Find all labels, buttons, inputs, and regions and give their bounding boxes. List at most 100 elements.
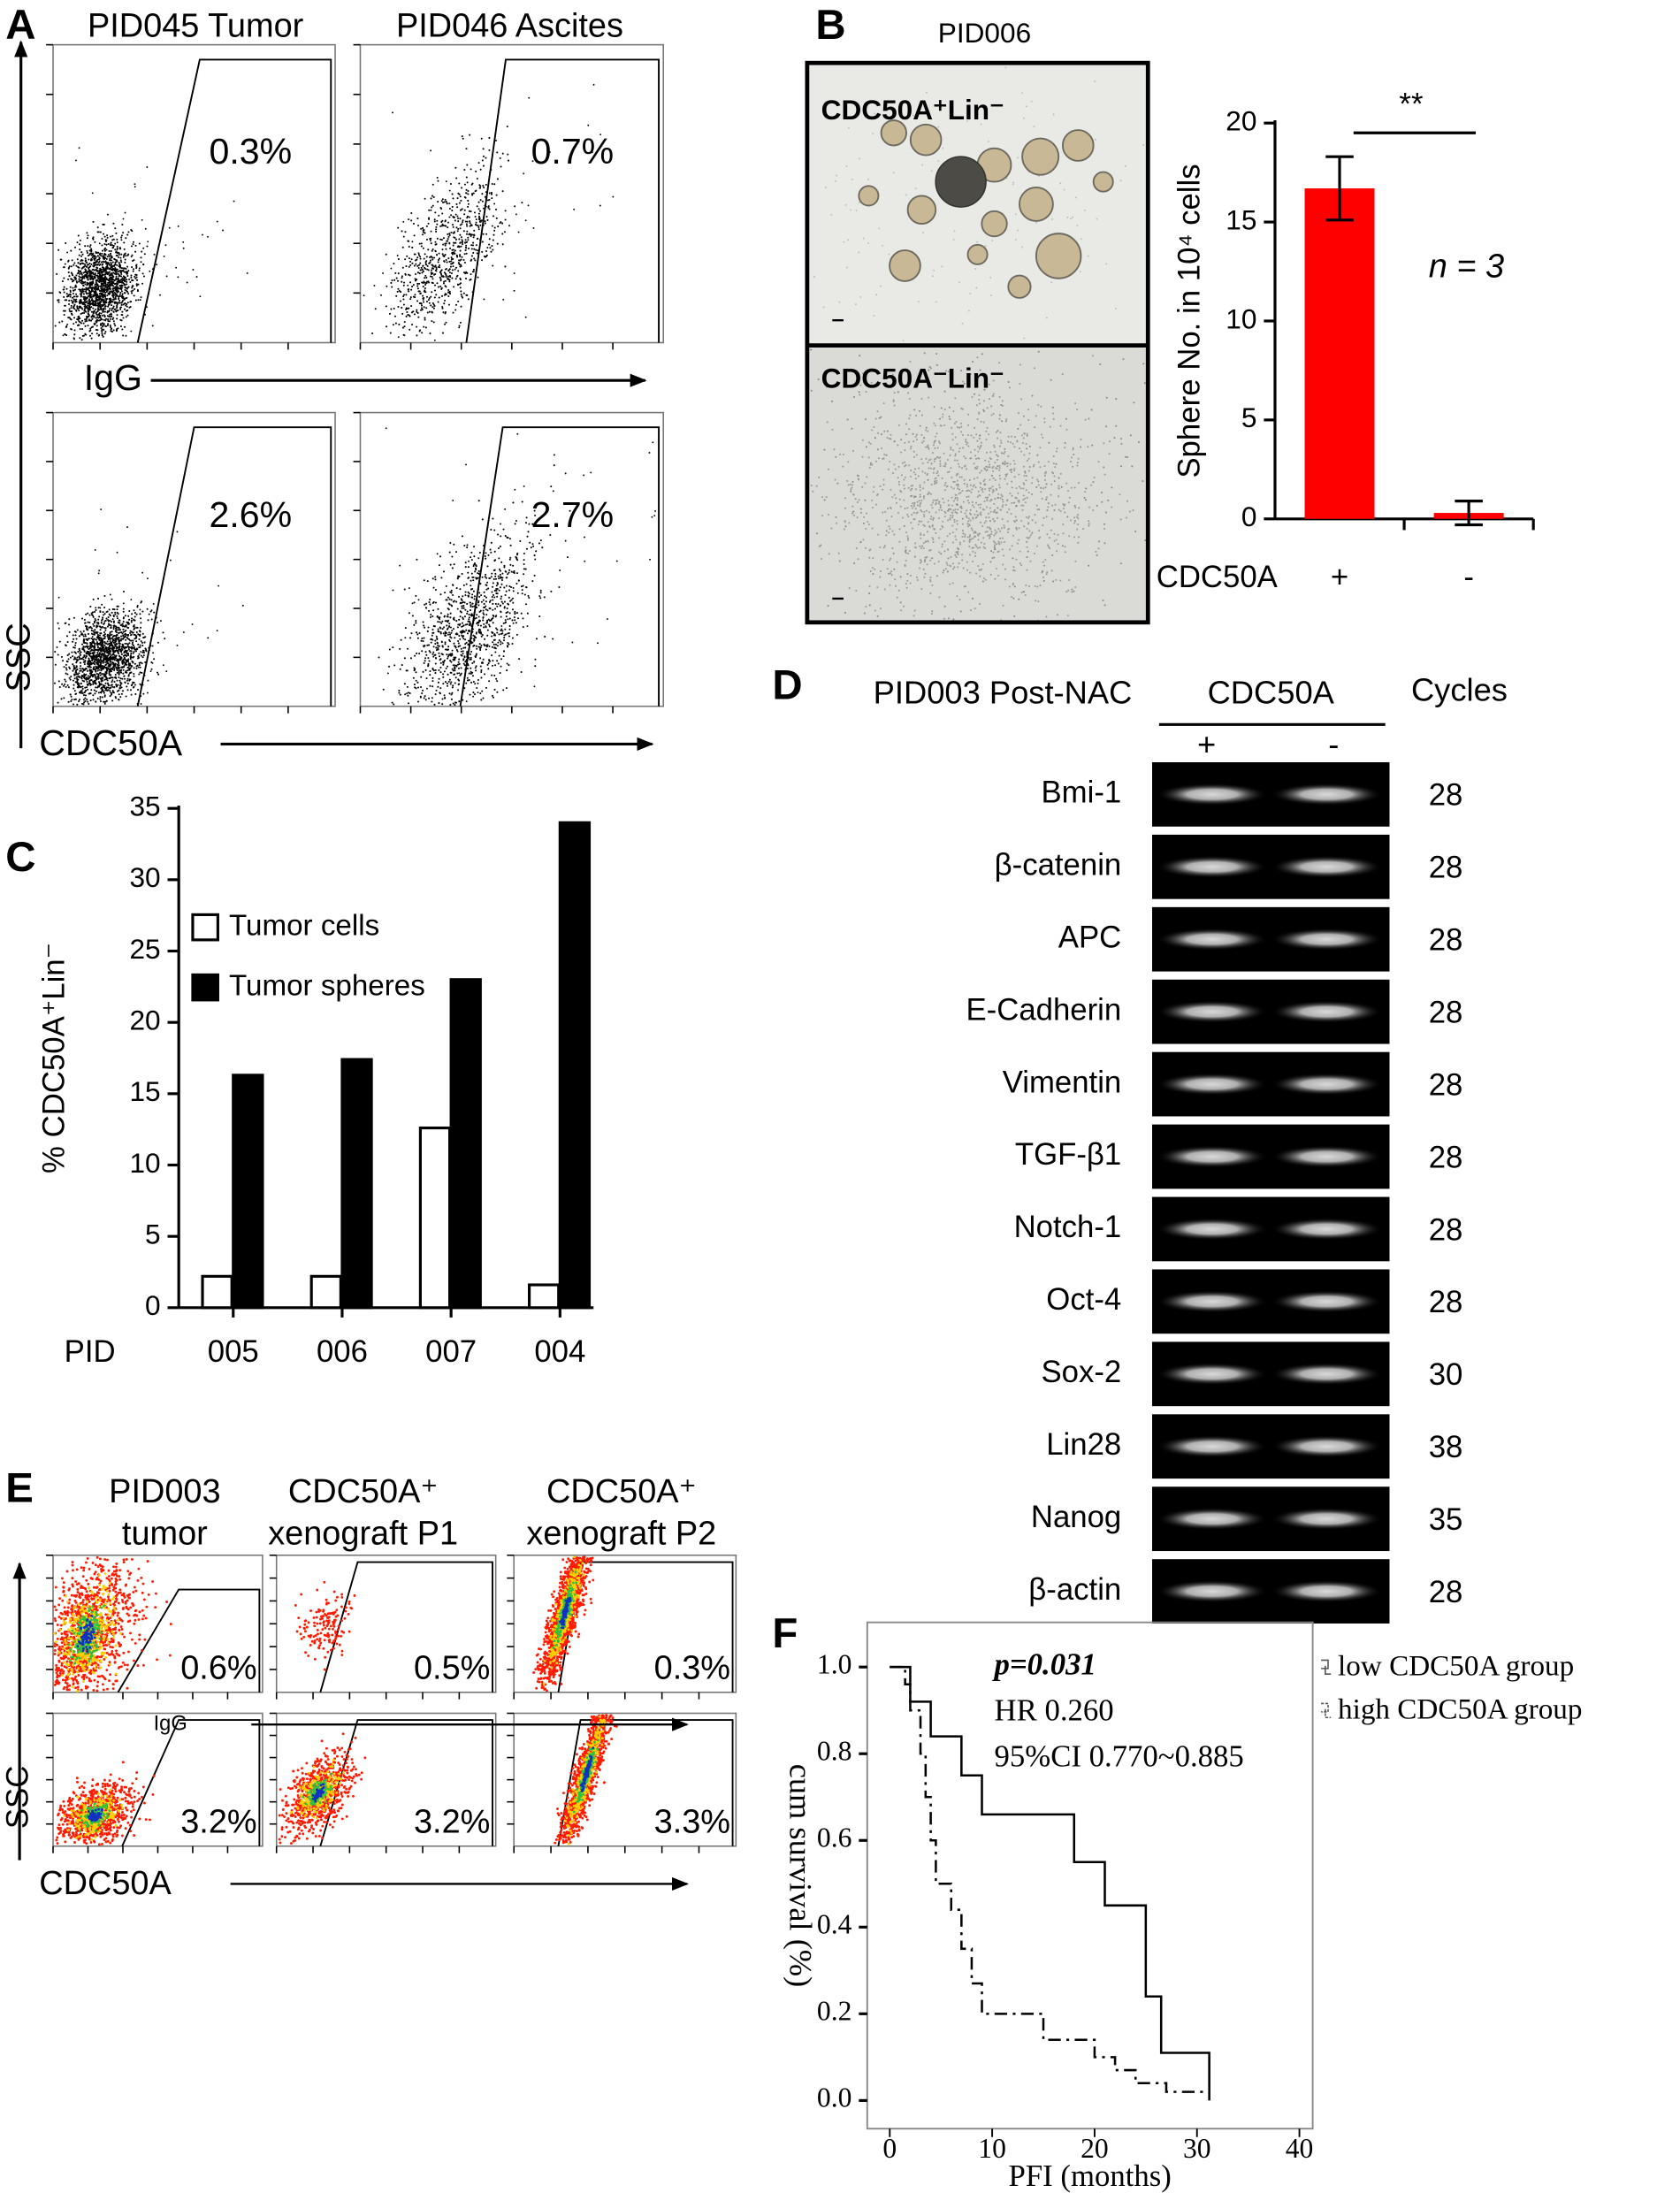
column-title: xenograft P1 [268,1516,458,1553]
annotation: 95%CI 0.770~0.885 [995,1739,1244,1774]
legend-label: low CDC50A group [1338,1649,1574,1682]
gel-band [1271,1218,1383,1241]
gene-label: Notch-1 [1014,1211,1122,1244]
significance-mark: ** [1399,88,1423,121]
micrograph [806,345,1149,623]
tumor-sphere [909,123,943,157]
cycle-count: 28 [1429,779,1463,813]
survival-curve [890,1665,1210,2093]
gel-band [1271,1435,1383,1458]
y-tick-label: 15 [129,1075,160,1107]
gene-label: Sox-2 [1041,1356,1121,1389]
gel-band [1156,1218,1269,1241]
x-tick-label: 006 [317,1335,368,1369]
tumor-sphere [935,156,987,208]
gene-label: Vimentin [1003,1066,1122,1099]
gene-label: APC [1058,921,1121,954]
gate [136,426,332,707]
cycle-count: 28 [1429,924,1463,958]
dot-cloud [363,83,615,341]
image-frame [805,60,1150,625]
panel-letter: D [772,662,802,709]
gel-band [1271,1000,1383,1023]
cycle-count: 28 [1429,1286,1463,1319]
cycle-count: 28 [1429,1213,1463,1247]
tumor-sphere [1061,129,1095,162]
x-axis-label: CDC50A [39,722,183,763]
cycle-count: 28 [1429,996,1463,1029]
gel-band [1156,1435,1269,1458]
gate [459,426,661,707]
plot-frame [866,1621,1314,2130]
y-tick-label: 20 [1226,105,1256,137]
dot-cloud [371,126,523,337]
column-title: CDC50A⁺ [546,1473,697,1510]
y-tick-label: 0.4 [817,1909,852,1940]
x-tick-label: 007 [425,1335,477,1369]
tumor-sphere [1092,171,1114,193]
y-tick-label: 20 [129,1005,160,1036]
y-tick-label: 10 [129,1147,160,1179]
y-tick-label: 5 [145,1218,161,1249]
gel-band [1271,1579,1383,1603]
dot-cloud [53,591,166,706]
tumor-sphere [1019,186,1054,222]
tumor-sphere [889,249,921,282]
tumor-sphere [880,119,907,147]
gate [465,58,661,343]
gel-band [1271,1508,1383,1531]
gel-sample: PID003 Post-NAC [874,675,1133,711]
tumor-sphere [966,243,989,265]
gel-band [1271,855,1383,878]
y-axis-label: % CDC50A⁺Lin⁻ [37,943,71,1173]
gel-band [1271,1073,1383,1096]
bar [340,1058,373,1310]
gate-percentage: 0.3% [654,1649,730,1686]
gene-label: Nanog [1031,1501,1121,1534]
y-tick-label: 30 [129,861,160,893]
x-tick-label: 40 [1286,2133,1314,2164]
y-axis-label: cum survival (%) [783,1764,818,1987]
tumor-sphere [981,210,1008,238]
cycle-count: 28 [1429,1576,1463,1609]
x-tick-label: + [1331,561,1348,594]
x-axis-label: IgG [154,1712,187,1735]
gel-band [1156,1508,1269,1531]
gate-percentage: 0.7% [531,131,615,172]
cycle-count: 35 [1429,1503,1463,1537]
tumor-sphere [906,195,937,225]
bar [309,1274,342,1310]
gate-percentage: 0.5% [414,1649,490,1686]
legend-label: Tumor cells [229,909,379,942]
column-title: xenograft P2 [526,1516,716,1553]
dot-cloud [56,508,244,705]
legend-swatch [191,913,219,942]
cycle-count: 28 [1429,852,1463,885]
legend-label: high CDC50A group [1338,1693,1582,1726]
x-tick-label: 005 [208,1335,259,1369]
gel-band [1156,1073,1269,1096]
gel-band [1271,783,1383,806]
gel-band [1271,1363,1383,1386]
legend-label: Tumor spheres [229,969,425,1002]
gene-label: β-catenin [995,848,1122,882]
gel-band [1156,928,1269,951]
gate [136,58,332,343]
x-tick-label: 10 [978,2133,1006,2164]
dot-cloud [62,147,248,340]
y-tick-label: 0.6 [817,1822,851,1853]
y-axis-label: SSC [1,1766,34,1830]
panel-title: PID006 [938,17,1031,49]
panel-letter: E [5,1465,34,1512]
gate [117,1588,261,1693]
dot-cloud [378,464,571,707]
y-axis-label: Sphere No. in 10⁴ cells [1172,164,1206,478]
x-axis-label: PFI (months) [1009,2159,1172,2193]
lane-label: - [1328,726,1339,762]
dot-cloud [54,213,149,341]
dot-cloud [810,355,1134,622]
panel-letter: C [5,834,35,881]
y-tick-label: 0.2 [817,1996,851,2027]
bar [558,821,592,1310]
